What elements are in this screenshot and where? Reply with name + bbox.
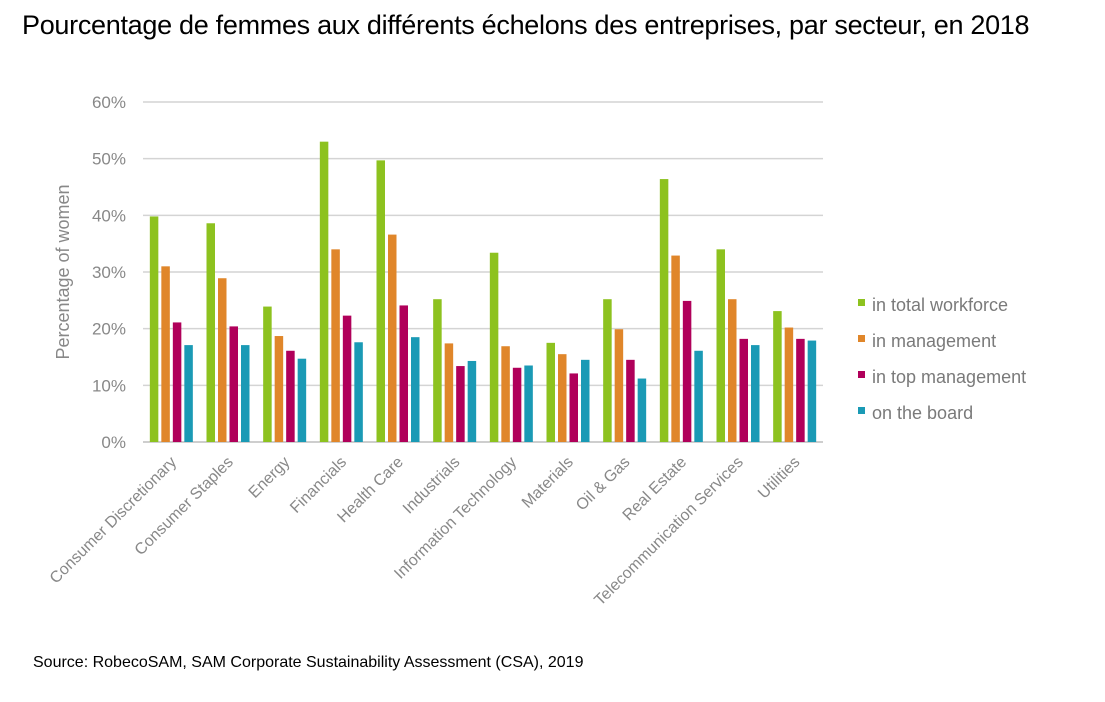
y-axis-ticks: 0% 10% 20% 30% 40% 50% 60%: [92, 93, 126, 452]
bar: [388, 234, 397, 442]
bar: [626, 359, 635, 442]
bar: [659, 179, 669, 443]
bar: [751, 345, 760, 442]
x-category-label: Utilities: [755, 454, 803, 502]
bar: [376, 160, 385, 442]
bar: [274, 336, 284, 442]
bar: [716, 249, 725, 442]
legend-label: in top management: [872, 367, 1026, 387]
bar: [807, 340, 817, 442]
y-tick-label: 0%: [101, 433, 126, 452]
legend-label: in total workforce: [872, 295, 1008, 315]
legend-swatch: [858, 335, 865, 342]
x-category-label: Consumer Staples: [132, 454, 237, 559]
bar: [184, 345, 193, 442]
bar: [796, 338, 805, 442]
bar: [682, 300, 692, 442]
bar: [637, 378, 647, 442]
bar: [319, 141, 329, 442]
bar: [581, 359, 590, 442]
x-category-label: Energy: [246, 454, 294, 502]
bar: [773, 311, 782, 442]
bar: [467, 360, 477, 442]
source-note: Source: RobecoSAM, SAM Corporate Sustain…: [33, 654, 584, 671]
bar: [728, 299, 737, 442]
bar: [784, 327, 794, 442]
bar: [331, 249, 340, 442]
bar: [558, 354, 567, 442]
bar: [603, 299, 612, 442]
y-tick-label: 60%: [92, 93, 126, 112]
legend-swatch: [858, 371, 865, 378]
bar: [671, 255, 680, 442]
bar: [456, 366, 465, 442]
bar: [286, 350, 295, 442]
gridlines: [143, 101, 823, 443]
y-axis-label: Percentage of women: [53, 184, 73, 359]
bar: [614, 329, 624, 442]
bar: [399, 305, 408, 442]
bar: [218, 278, 227, 442]
chart-title: Pourcentage de femmes aux différents éch…: [22, 10, 1030, 40]
bar: [241, 345, 250, 442]
bar: [694, 350, 703, 442]
bar: [149, 216, 159, 442]
bar: [739, 338, 748, 442]
bar: [512, 367, 522, 442]
legend-swatch: [858, 299, 865, 306]
bar: [342, 315, 352, 442]
bar: [411, 337, 420, 442]
bar: [569, 373, 578, 442]
bar: [229, 326, 238, 442]
y-tick-label: 30%: [92, 263, 126, 282]
legend: in total workforce in management in top ma…: [858, 295, 1026, 423]
bar: [172, 322, 182, 442]
bar: [546, 342, 555, 442]
legend-label: in management: [872, 331, 996, 351]
bar: [161, 266, 170, 442]
bar: [206, 223, 215, 442]
y-tick-label: 10%: [92, 376, 126, 395]
bar: [354, 342, 363, 442]
legend-swatch: [858, 407, 865, 414]
y-tick-label: 20%: [92, 320, 126, 339]
bar: [501, 346, 510, 442]
bar: [489, 252, 499, 442]
x-category-label: Materials: [519, 454, 577, 512]
legend-label: on the board: [872, 403, 973, 423]
bar: [524, 365, 533, 442]
bars: [149, 141, 817, 443]
bar: [433, 299, 442, 442]
y-tick-label: 40%: [92, 206, 126, 225]
x-category-label: Oil & Gas: [573, 454, 633, 514]
bar: [444, 343, 454, 442]
bar: [263, 306, 272, 442]
y-tick-label: 50%: [92, 150, 126, 169]
bar: [297, 358, 307, 442]
